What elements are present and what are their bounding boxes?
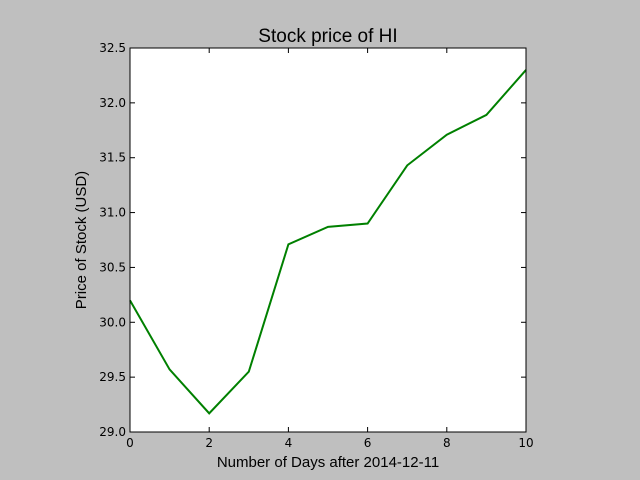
y-tick-label: 29.0 [99, 425, 126, 439]
y-tick-label: 32.0 [99, 96, 126, 110]
x-tick-label: 8 [443, 436, 451, 450]
y-tick-label: 31.0 [99, 206, 126, 220]
y-tick-label: 31.5 [99, 151, 126, 165]
chart-title: Stock price of HI [258, 26, 397, 47]
series-line [129, 69, 527, 415]
x-tick-label: 0 [126, 436, 134, 450]
y-tick-label: 32.5 [99, 41, 126, 55]
y-tick-label: 30.0 [99, 315, 126, 329]
plot-frame [129, 47, 527, 433]
x-tick-label: 4 [285, 436, 293, 450]
x-tick-label: 2 [205, 436, 213, 450]
x-tick-label: 6 [364, 436, 372, 450]
y-tick-label: 30.5 [99, 260, 126, 274]
y-tick-label: 29.5 [99, 370, 126, 384]
plot-area [130, 48, 526, 432]
series-layer [129, 69, 527, 415]
x-tick-label: 10 [518, 436, 533, 450]
x-axis-label: Number of Days after 2014-12-11 [217, 454, 439, 471]
tick-labels-layer: 0 2 4 6 8 10 29.0 29.5 30.0 30.5 31.0 31.5 32.0 32.5 [99, 41, 533, 450]
y-axis-label: Price of Stock (USD) [73, 171, 90, 309]
